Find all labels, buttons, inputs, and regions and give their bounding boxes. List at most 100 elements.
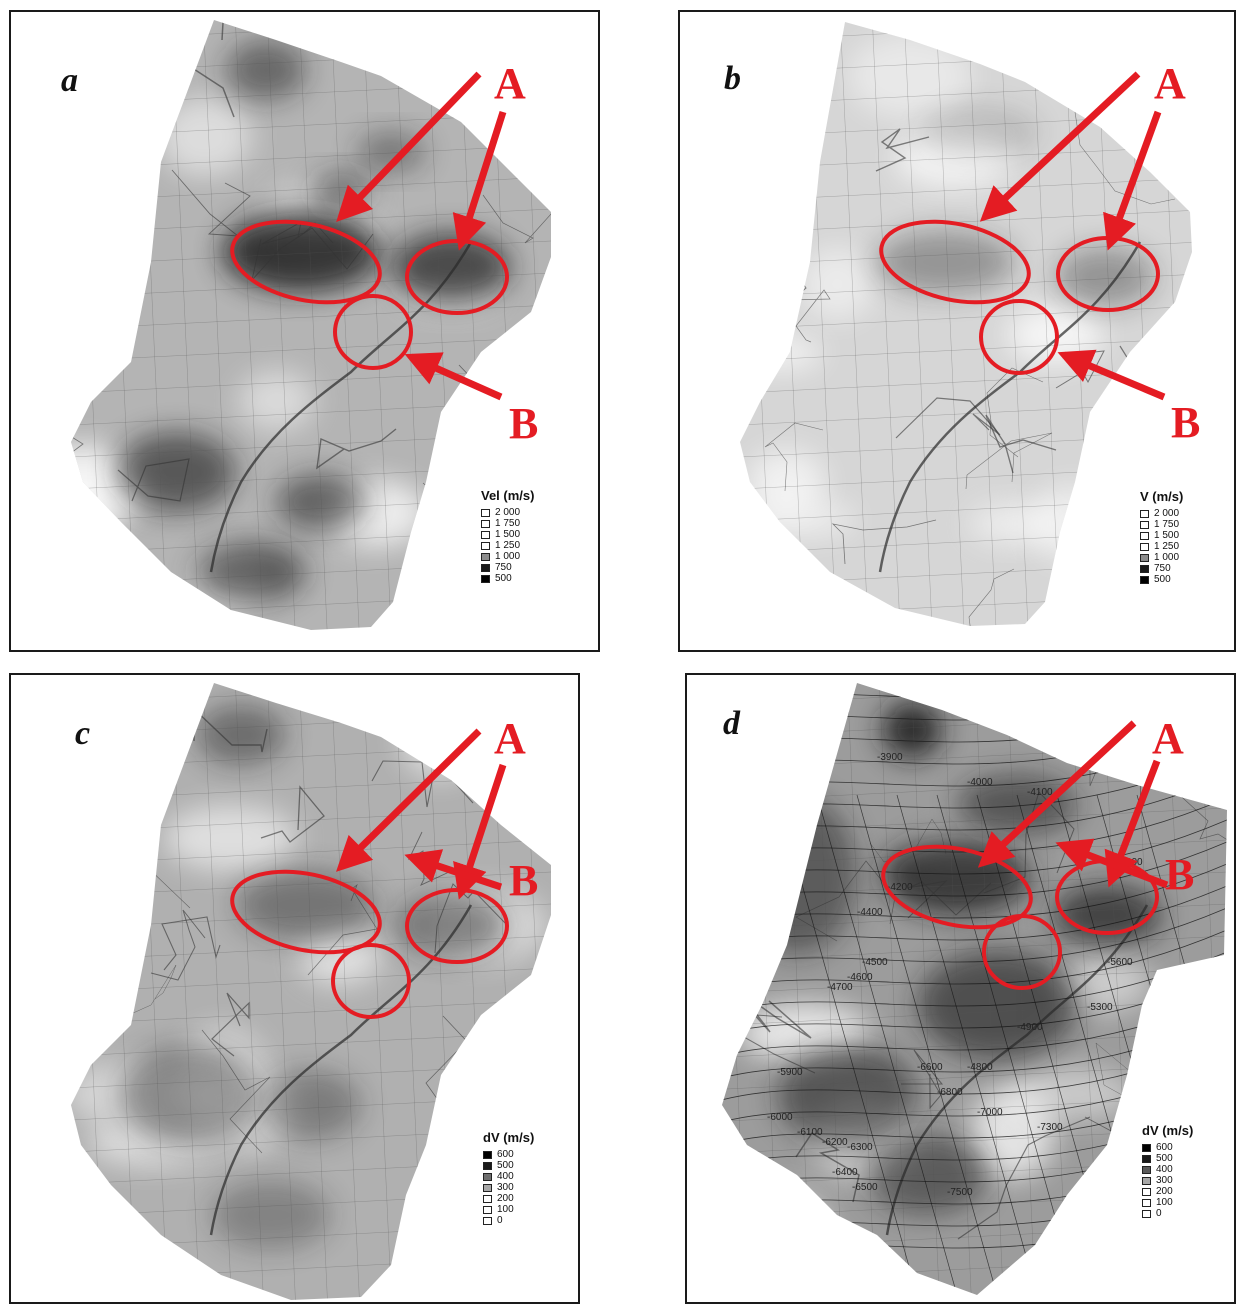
legend-item: 100 [1142, 1197, 1193, 1208]
contour-label: -4100 [1027, 787, 1053, 798]
legend-item: 2 000 [481, 507, 534, 518]
legend-swatch [481, 552, 490, 561]
legend-value: 200 [497, 1193, 514, 1204]
grid-line [71, 683, 74, 1300]
legend-swatch [1142, 1154, 1151, 1163]
grid-line [555, 675, 580, 1304]
arrow-a [977, 720, 1137, 868]
road-line [740, 295, 763, 386]
legend-item: 1 750 [481, 518, 534, 529]
road-line [307, 883, 378, 976]
panel-label-c: c [75, 715, 91, 752]
grid-line [999, 22, 1031, 626]
legend-value: 600 [1156, 1142, 1173, 1153]
map-svg-b [740, 12, 1236, 652]
road-line [201, 1029, 271, 1154]
anomaly-blob [882, 702, 942, 758]
road-line [722, 827, 782, 870]
grid-line [942, 683, 974, 1295]
grid-line [743, 22, 775, 626]
light-patch [722, 1211, 830, 1270]
marker-b-label: B [1171, 398, 1201, 447]
legend-item: 500 [1142, 1153, 1193, 1164]
legend-title: dV (m/s) [483, 1130, 535, 1145]
grid-line [71, 20, 551, 45]
arrow-b [1057, 349, 1166, 401]
contour-label: -4700 [827, 982, 853, 993]
panel-label-a: a [61, 62, 78, 99]
legend-swatch [483, 1216, 492, 1225]
legend-title: Vel (m/s) [481, 488, 535, 503]
marker-a-label: A [1154, 59, 1186, 108]
grid-line [587, 12, 600, 652]
grid-line [298, 683, 330, 1300]
legend-value: 500 [1156, 1153, 1173, 1164]
legend-swatch [483, 1194, 492, 1203]
arrow-a [1103, 110, 1162, 251]
marker-b-label: B [509, 399, 539, 448]
road-line [986, 367, 1044, 458]
legend-title: dV (m/s) [1142, 1123, 1194, 1138]
river-line [885, 904, 1149, 1236]
legend-item: 750 [481, 562, 534, 573]
grid-line [555, 12, 585, 652]
contour-label: -6300 [847, 1142, 873, 1153]
legend-c: dV (m/s) 600 500 400 300 200 100 0 [483, 1130, 534, 1226]
contour-label: -6100 [797, 1127, 823, 1138]
contour-label: -6400 [832, 1167, 858, 1178]
legend-value: 300 [1156, 1175, 1173, 1186]
ellipse-a [879, 219, 1031, 305]
legend-rows: 600 500 400 300 200 100 0 [483, 1149, 534, 1226]
grid-line [1224, 12, 1236, 652]
road-line [117, 458, 190, 502]
legend-item: 400 [1142, 1164, 1193, 1175]
grid-line [935, 22, 967, 626]
legend-item: 750 [1140, 563, 1183, 574]
light-patch [968, 503, 1065, 544]
river-line [209, 904, 473, 1236]
arrow-a [1104, 759, 1161, 888]
legend-item: 200 [1142, 1186, 1193, 1197]
ellipse-b [979, 299, 1059, 375]
marker-b-label: B [1165, 850, 1195, 899]
road-line [211, 992, 250, 1057]
legend-value: 750 [495, 562, 512, 573]
legend-swatch [483, 1172, 492, 1181]
anomaly-blob [211, 1180, 331, 1250]
seismic-line [856, 794, 998, 1295]
contour-label: -4400 [857, 907, 883, 918]
legend-item: 1 250 [1140, 541, 1183, 552]
legend-item: 1 000 [481, 551, 534, 562]
grid-line [234, 20, 266, 630]
contour-label: -4000 [967, 777, 993, 788]
legend-swatch [1140, 553, 1149, 562]
anomaly-blob [236, 870, 376, 940]
marker-a-label: A [494, 714, 526, 763]
grid-line [71, 683, 551, 708]
road-line [71, 411, 84, 520]
grid-line [1198, 683, 1227, 1295]
road-line [121, 964, 177, 1019]
map-panel-b: b A B V (m/s) 2 000 1 750 1 500 1 250 1 000 7… [678, 10, 1236, 652]
road-line [957, 1116, 1091, 1240]
legend-title: V (m/s) [1140, 489, 1184, 504]
grid-line [11, 675, 41, 1304]
grid-line [106, 20, 138, 630]
panel-label-b: b [724, 60, 741, 97]
road-line [956, 568, 1015, 626]
legend-value: 2 000 [1154, 508, 1180, 519]
light-patch [163, 805, 298, 872]
grid-line [202, 683, 234, 1300]
legend-value: 100 [1156, 1197, 1173, 1208]
legend-value: 0 [1156, 1208, 1162, 1219]
road-line [78, 575, 142, 630]
anomaly-blob [261, 1070, 361, 1140]
anomaly-blob [121, 1045, 261, 1145]
legend-value: 1 750 [495, 518, 521, 529]
legend-swatch [1142, 1187, 1151, 1196]
road-line [788, 289, 831, 343]
arrow-a [336, 71, 482, 223]
anomaly-blob [276, 474, 366, 530]
road-line [985, 414, 1057, 474]
map-panel-a: a A B Vel (m/s) 2 000 1 750 1 500 1 250 1 00… [9, 10, 600, 652]
